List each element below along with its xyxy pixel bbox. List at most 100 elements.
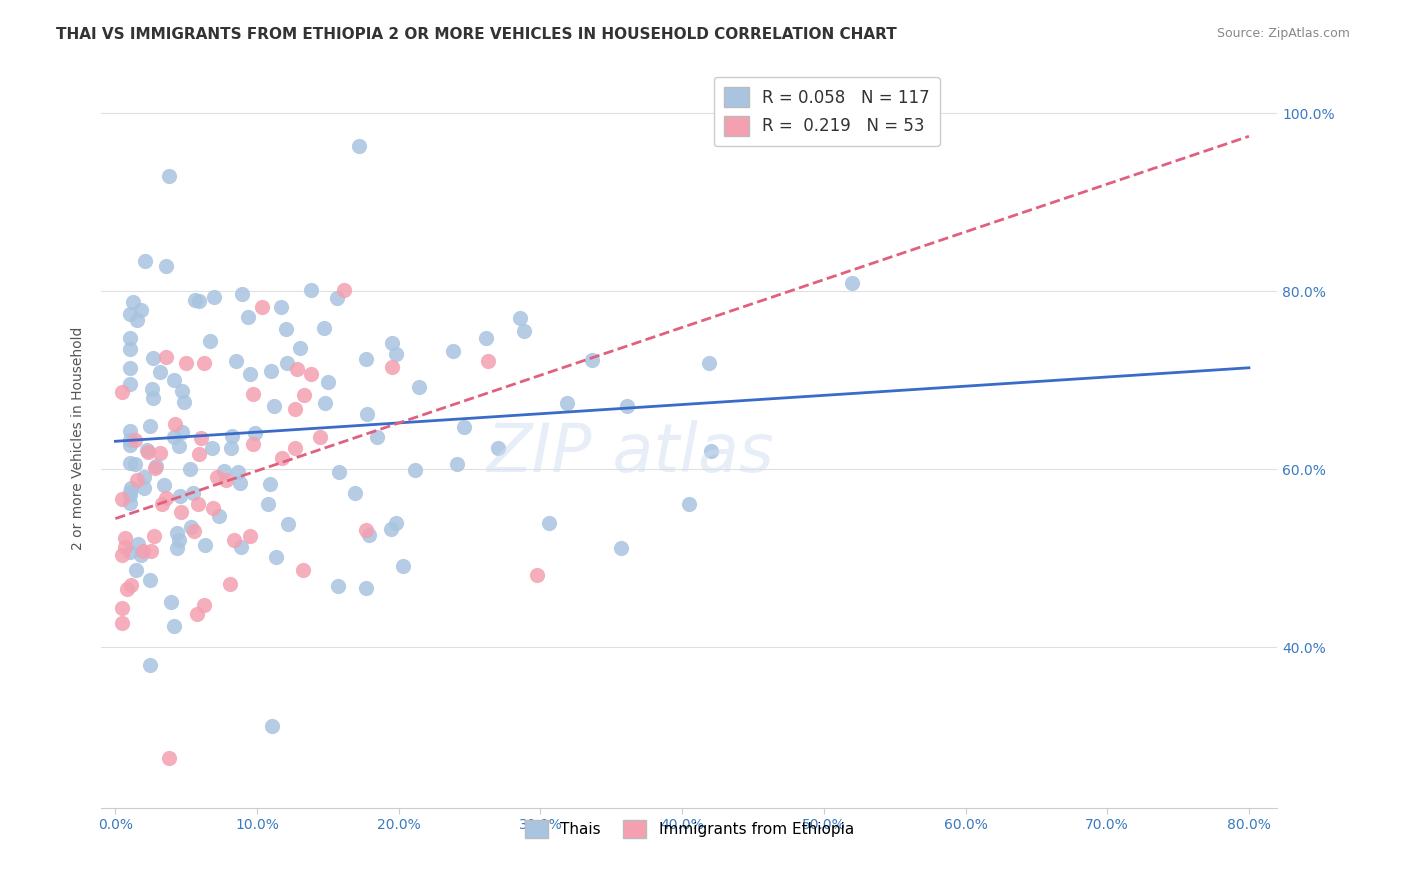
Point xyxy=(183,524,205,538)
Point xyxy=(381,360,404,375)
Point xyxy=(190,431,212,445)
Point xyxy=(111,548,134,562)
Point xyxy=(166,541,188,556)
Point xyxy=(163,619,186,633)
Point xyxy=(125,563,148,577)
Point xyxy=(443,344,465,359)
Point xyxy=(359,528,381,542)
Point xyxy=(277,517,299,532)
Point xyxy=(118,433,141,447)
Point xyxy=(188,293,211,308)
Point xyxy=(380,522,402,536)
Point xyxy=(162,373,184,387)
Point xyxy=(314,396,336,410)
Point xyxy=(841,276,863,290)
Point xyxy=(328,465,350,479)
Point xyxy=(486,442,509,456)
Point xyxy=(184,293,207,307)
Point xyxy=(188,447,211,461)
Point xyxy=(231,287,253,301)
Point xyxy=(354,523,377,537)
Point xyxy=(111,491,134,506)
Point xyxy=(215,473,238,487)
Point xyxy=(166,526,188,541)
Point xyxy=(145,459,167,474)
Point xyxy=(475,331,498,345)
Point xyxy=(118,438,141,452)
Point xyxy=(139,573,162,587)
Point xyxy=(181,486,204,500)
Point xyxy=(155,350,177,364)
Point xyxy=(250,300,273,314)
Point xyxy=(581,353,603,368)
Point xyxy=(446,458,468,472)
Legend: Thais, Immigrants from Ethiopia: Thais, Immigrants from Ethiopia xyxy=(519,814,860,845)
Point xyxy=(257,497,280,511)
Point xyxy=(136,444,159,458)
Point xyxy=(537,516,560,531)
Point xyxy=(142,391,165,405)
Point xyxy=(208,508,231,523)
Point xyxy=(157,750,180,764)
Y-axis label: 2 or more Vehicles in Household: 2 or more Vehicles in Household xyxy=(72,326,86,549)
Point xyxy=(700,444,723,458)
Point xyxy=(354,581,377,595)
Point xyxy=(167,439,190,453)
Point xyxy=(200,334,222,349)
Point xyxy=(354,352,377,367)
Point xyxy=(134,469,156,483)
Point xyxy=(347,139,370,153)
Point xyxy=(149,445,172,459)
Point xyxy=(266,549,288,564)
Point xyxy=(118,488,141,502)
Point xyxy=(366,430,388,444)
Point xyxy=(118,360,141,375)
Point xyxy=(316,376,339,390)
Point xyxy=(274,322,297,336)
Point xyxy=(326,579,349,593)
Point xyxy=(326,291,349,305)
Point xyxy=(136,442,159,457)
Point xyxy=(263,399,285,413)
Point xyxy=(343,486,366,500)
Point xyxy=(141,544,163,558)
Point xyxy=(202,501,225,516)
Point xyxy=(118,456,141,470)
Point xyxy=(193,598,215,612)
Point xyxy=(163,417,186,432)
Point xyxy=(242,387,264,401)
Point xyxy=(288,341,311,355)
Point xyxy=(242,437,264,451)
Point xyxy=(173,394,195,409)
Point xyxy=(193,356,215,370)
Point xyxy=(391,559,413,574)
Point xyxy=(276,356,298,370)
Point xyxy=(167,533,190,547)
Point xyxy=(509,311,531,326)
Point xyxy=(299,284,322,298)
Point xyxy=(477,354,499,368)
Point xyxy=(125,313,148,327)
Point xyxy=(134,253,156,268)
Point xyxy=(153,477,176,491)
Point xyxy=(271,450,294,465)
Point xyxy=(118,495,141,509)
Point xyxy=(270,300,292,314)
Point xyxy=(697,356,720,370)
Point xyxy=(526,568,548,582)
Point xyxy=(180,520,202,534)
Point xyxy=(148,366,170,380)
Point xyxy=(111,600,134,615)
Point xyxy=(309,430,332,444)
Point xyxy=(231,540,253,554)
Point xyxy=(356,407,378,421)
Point xyxy=(404,463,426,477)
Point xyxy=(408,380,430,394)
Point xyxy=(118,331,141,345)
Point xyxy=(114,531,136,545)
Point xyxy=(221,429,243,443)
Point xyxy=(134,482,156,496)
Point xyxy=(118,343,141,357)
Point xyxy=(512,324,534,338)
Point xyxy=(160,594,183,608)
